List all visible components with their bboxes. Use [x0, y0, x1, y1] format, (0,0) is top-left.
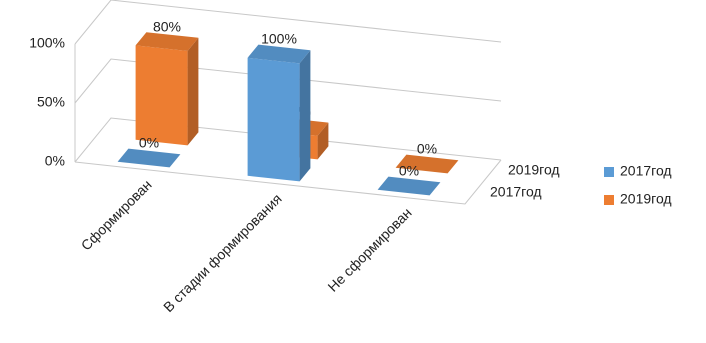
bar-top [135, 32, 199, 51]
bar-front [247, 57, 300, 182]
depth-label: 2019год [508, 162, 560, 178]
bar-top [395, 154, 459, 174]
value-label: 0% [399, 163, 419, 179]
floor-edge [74, 159, 502, 205]
bar-side [317, 122, 329, 160]
bar [117, 148, 181, 168]
bar-top [117, 148, 181, 168]
bar-front [135, 45, 188, 146]
y-tick-label: 0% [45, 153, 65, 169]
value-label: 100% [261, 31, 297, 47]
value-label: 0% [417, 141, 437, 157]
value-label: 80% [153, 18, 181, 34]
grid-line [74, 117, 502, 163]
legend-label: 2019год [620, 191, 672, 207]
bar-side [187, 37, 199, 146]
legend-swatch [604, 167, 614, 177]
bar [395, 154, 459, 174]
grid-line [74, 58, 502, 104]
legend-label: 2017год [620, 163, 672, 179]
x-tick-label: В стадии формирования [160, 190, 285, 315]
bar-top [377, 176, 441, 196]
value-label: 0% [139, 135, 159, 151]
bar-side [299, 50, 311, 182]
x-tick-label: Не сформирован [324, 204, 414, 294]
x-tick-label: Сформирован [78, 176, 155, 253]
bar [247, 44, 311, 182]
bar [377, 176, 441, 196]
legend-swatch [604, 195, 614, 205]
y-tick-label: 50% [37, 94, 65, 110]
depth-label: 2017год [490, 184, 542, 200]
y-tick-label: 100% [29, 35, 65, 51]
grid-line [74, 0, 502, 45]
bar [135, 32, 199, 146]
bar-top [247, 44, 311, 64]
